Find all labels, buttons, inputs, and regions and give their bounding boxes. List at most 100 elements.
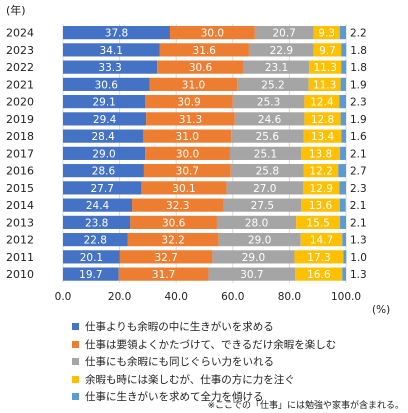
data-label: 28.4 — [91, 131, 115, 143]
data-label: 22.8 — [84, 235, 107, 247]
category-label: 2017 — [6, 147, 34, 160]
data-label: 28.0 — [245, 217, 268, 229]
bar-segment — [339, 198, 346, 212]
bar-segment — [127, 233, 219, 247]
category-label: 2018 — [6, 130, 34, 143]
data-label: 33.3 — [98, 62, 121, 74]
footnote: ※ここでの「仕事」には勉強や家事が含まれる。 — [207, 401, 404, 411]
legend-item: 仕事は要領よくかたづけて、できるだけ余暇を楽しむ — [72, 336, 336, 354]
bar-segment — [63, 26, 170, 40]
data-label: 23.8 — [85, 217, 108, 229]
data-label: 12.9 — [310, 183, 333, 195]
data-label: 29.0 — [242, 252, 265, 264]
bar-segment — [63, 112, 147, 126]
legend-swatch — [72, 393, 79, 401]
bar-segment — [231, 129, 304, 143]
data-label: 1.9 — [350, 79, 367, 91]
bar-segment — [63, 95, 146, 109]
bar-segment — [223, 198, 302, 212]
data-label: 28.6 — [92, 166, 116, 178]
bar-segment — [63, 250, 120, 264]
data-label: 25.1 — [254, 148, 277, 160]
legend-swatch — [72, 340, 79, 348]
bar-segment — [63, 43, 160, 57]
x-tick-label: 20.0 — [108, 291, 131, 303]
legend-label: 余暇も時には楽しむが、仕事の方に力を注ぐ — [85, 373, 295, 386]
y-axis-label: (年) — [6, 3, 26, 17]
legend-swatch — [72, 323, 79, 331]
data-label: 32.3 — [166, 200, 189, 212]
x-tick-label: 60.0 — [221, 291, 244, 303]
data-label: 15.5 — [306, 217, 329, 229]
data-label: 12.2 — [309, 166, 332, 178]
data-label: 23.1 — [265, 62, 288, 74]
x-axis-unit: (%) — [372, 304, 390, 316]
category-label: 2021 — [6, 78, 34, 91]
bar-segment — [230, 164, 304, 178]
data-label: 13.8 — [309, 148, 332, 160]
data-label: 30.0 — [201, 28, 224, 40]
bar-segment — [212, 250, 295, 264]
bar-segment — [302, 181, 340, 195]
bar-segment — [149, 77, 238, 91]
data-label: 30.6 — [162, 217, 186, 229]
data-label: 17.3 — [307, 252, 330, 264]
bar-segment — [339, 181, 346, 195]
bar-segment — [248, 43, 314, 57]
bar-segment — [63, 164, 144, 178]
bar-segment — [145, 95, 233, 109]
data-label: 30.6 — [95, 79, 119, 91]
bar-segment — [243, 60, 310, 74]
bar-segment — [232, 95, 305, 109]
data-label: 2.1 — [350, 200, 367, 212]
data-label: 2.7 — [350, 166, 367, 178]
bar-segment — [63, 146, 146, 160]
data-label: 30.7 — [240, 269, 263, 281]
data-label: 29.1 — [92, 97, 115, 109]
data-label: 1.8 — [350, 45, 367, 57]
bar-segment — [226, 181, 303, 195]
category-label: 2010 — [6, 268, 34, 281]
legend-label: 仕事よりも余暇の中に生きがいを求める — [85, 321, 274, 334]
bar-segment — [218, 233, 301, 247]
data-label: 9.7 — [319, 45, 336, 57]
bar-segment — [301, 146, 341, 160]
data-label: 16.6 — [307, 269, 331, 281]
data-label: 29.4 — [93, 114, 117, 126]
data-label: 37.8 — [105, 28, 128, 40]
bar-segment — [341, 60, 347, 74]
data-label: 2.3 — [350, 183, 367, 195]
data-label: 20.1 — [80, 252, 103, 264]
bar-segment — [338, 164, 346, 178]
data-label: 32.7 — [154, 252, 177, 264]
bar-segment — [254, 26, 314, 40]
data-label: 30.0 — [176, 148, 199, 160]
data-label: 34.1 — [100, 45, 123, 57]
legend-item: 仕事よりも余暇の中に生きがいを求める — [72, 318, 336, 336]
bar-segment — [63, 198, 133, 212]
data-label: 31.3 — [179, 114, 202, 126]
data-label: 13.4 — [311, 131, 335, 143]
bar-segment — [294, 250, 344, 264]
data-label: 24.6 — [258, 114, 282, 126]
bar-segment — [63, 215, 131, 229]
data-label: 30.7 — [176, 166, 199, 178]
bar-segment — [340, 146, 346, 160]
data-label: 1.9 — [350, 114, 367, 126]
bar-segment — [130, 215, 217, 229]
category-label: 2016 — [6, 165, 34, 178]
category-label: 2020 — [6, 96, 34, 109]
data-label: 31.7 — [152, 269, 175, 281]
bar-segment — [63, 77, 150, 91]
data-label: 25.2 — [261, 79, 284, 91]
bar-segment — [63, 181, 142, 195]
bar-segment — [216, 215, 297, 229]
bar-segment — [342, 267, 346, 281]
chart-legend: 仕事よりも余暇の中に生きがいを求める仕事は要領よくかたづけて、できるだけ余暇を楽… — [72, 318, 336, 406]
bar-segment — [313, 26, 340, 40]
bar-segment — [309, 60, 342, 74]
legend-label: 仕事は要領よくかたづけて、できるだけ余暇を楽しむ — [85, 338, 337, 351]
bar-segment — [304, 112, 341, 126]
bar-segment — [159, 43, 249, 57]
legend-item: 仕事に生きがいを求めて全力を傾ける — [72, 388, 336, 406]
